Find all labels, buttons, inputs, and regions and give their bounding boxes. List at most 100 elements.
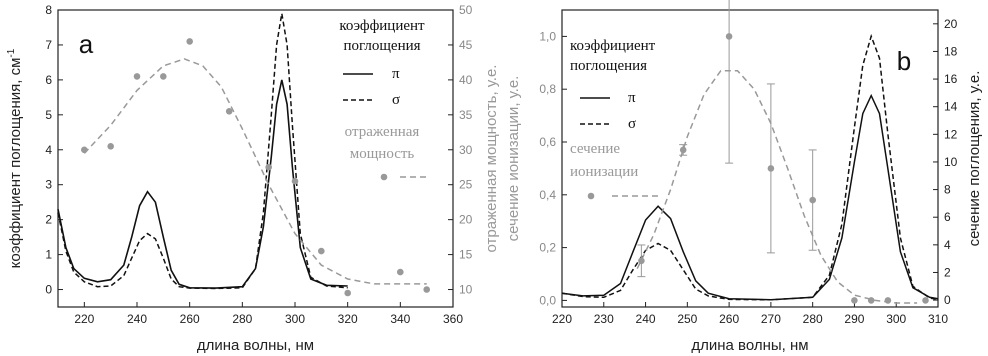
ionization-point [884,297,892,304]
reflected-power-point [344,289,352,297]
y-right-tick-label: 14 [944,100,958,114]
x-tick-label: 240 [636,312,656,326]
sigma-series-line [561,33,939,301]
legend-pi-label: π [392,66,400,82]
reflected-power-point [160,73,167,80]
reflected-power-point [186,38,193,45]
panel-b-chart: 220 230 240 250 260 270 280 290 300 3100,00,20,40… [505,0,983,354]
reflected-power-point [225,108,233,115]
legend-ionization-line-2: ионизации [570,164,638,180]
x-tick-label: 280 [803,312,823,326]
y-right-tick-label: 18 [944,44,958,58]
legend-reflected-line-2: мощность [350,146,415,162]
legend-title-line-1: коэффициент [570,38,656,54]
y-left-tick-label: 0,4 [539,188,556,202]
ionization-point [725,33,733,40]
reflected-power-fit-line [83,58,427,285]
y-left-tick-label: 0,6 [539,135,556,149]
y-right-tick-label: 30 [459,143,473,157]
x-axis-title: длина волны, нм [691,337,808,354]
y-left-tick-label: 5 [45,108,52,122]
y-left-tick-label: 0 [45,283,52,297]
y-left-tick-label: 1,0 [539,29,556,43]
ionization-point [922,297,929,304]
pi-series-line [57,79,348,289]
y-right-tick-label: 8 [944,183,951,197]
x-tick-label: 300 [285,312,305,326]
ionization-point [679,146,687,154]
ionization-point [638,257,645,265]
y-left-tick-label: 1 [45,248,52,262]
panel-a-letter: a [79,29,94,59]
x-tick-label: 220 [74,312,94,326]
y-left-tick-label: 4 [45,143,52,157]
legend-title-line-1: коэффициент [339,18,425,34]
y-right-tick-label: 4 [944,238,951,252]
panel-a-chart: 220 240 260 280 300 320 340 3600123456781015202… [6,3,500,354]
y-left-axis-title: сечение ионизации, у.е. [505,76,522,242]
x-tick-label: 320 [338,312,358,326]
ionization-point [867,297,875,304]
reflected-power-point [291,177,299,185]
legend-pi-label: π [628,90,636,106]
y-right-tick-label: 6 [944,210,951,224]
y-left-axis-title: коэффициент поглощения, см-1 [6,48,24,268]
sigma-series-line [57,13,348,290]
y-left-axis-title-sup: -1 [6,48,17,57]
x-tick-label: 360 [443,312,463,326]
x-tick-label: 280 [232,312,252,326]
y-left-tick-label: 0,0 [539,293,556,307]
legend-ionization-line-1: сечение [570,141,620,157]
y-right-tick-label: 20 [944,17,958,31]
pi-series-line [561,93,939,301]
y-right-axis-title: сечение поглощения, у.е. [966,71,983,247]
x-tick-label: 340 [390,312,410,326]
panel-b-frame [561,9,939,308]
legend-sigma-label: σ [392,92,400,108]
legend-sigma-label: σ [628,116,636,132]
reflected-power-point [265,163,273,171]
y-left-axis-title-text: коэффициент поглощения, см [7,58,24,269]
y-right-tick-label: 10 [459,283,473,297]
reflected-power-point [423,286,431,293]
y-left-tick-label: 3 [45,178,52,192]
panel-b-letter: b [897,46,911,76]
y-right-tick-label: 25 [459,178,473,192]
x-tick-label: 300 [886,312,906,326]
ionization-point [809,196,816,204]
x-tick-label: 260 [180,312,200,326]
reflected-power-point [107,143,114,150]
y-right-tick-label: 10 [944,155,958,169]
x-tick-label: 260 [719,312,739,326]
y-left-tick-label: 2 [45,213,52,227]
x-tick-label: 270 [761,312,781,326]
y-right-tick-label: 12 [944,127,958,141]
x-tick-label: 250 [677,312,697,326]
x-axis-title: длина волны, нм [197,337,314,354]
y-right-tick-label: 2 [944,265,951,279]
x-tick-label: 240 [127,312,147,326]
x-tick-label: 230 [594,312,614,326]
x-tick-label: 220 [552,312,572,326]
y-left-tick-label: 8 [45,3,52,17]
reflected-power-point [397,268,404,276]
y-right-axis-title: отраженная мощность, у.е. [483,65,500,253]
y-left-tick-label: 6 [45,73,52,87]
reflected-power-point [133,73,141,80]
x-tick-label: 290 [844,312,864,326]
legend-title-line-2: поглощения [343,38,420,54]
legend-reflected-point [380,173,388,181]
y-right-tick-label: 40 [459,73,473,87]
y-left-tick-label: 0,2 [539,241,556,255]
reflected-power-point [318,247,325,255]
y-right-tick-label: 16 [944,72,958,86]
y-left-tick-label: 0,8 [539,82,556,96]
y-right-tick-label: 35 [459,108,473,122]
y-right-tick-label: 50 [459,3,473,17]
x-tick-label: 310 [928,312,948,326]
y-right-tick-label: 45 [459,38,473,52]
ionization-point [767,165,775,172]
ionization-point [851,297,858,304]
y-right-tick-label: 0 [944,293,951,307]
